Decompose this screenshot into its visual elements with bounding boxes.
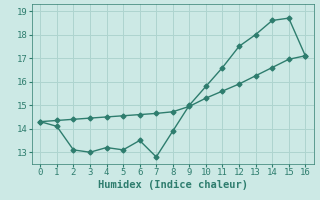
X-axis label: Humidex (Indice chaleur): Humidex (Indice chaleur): [98, 180, 248, 190]
